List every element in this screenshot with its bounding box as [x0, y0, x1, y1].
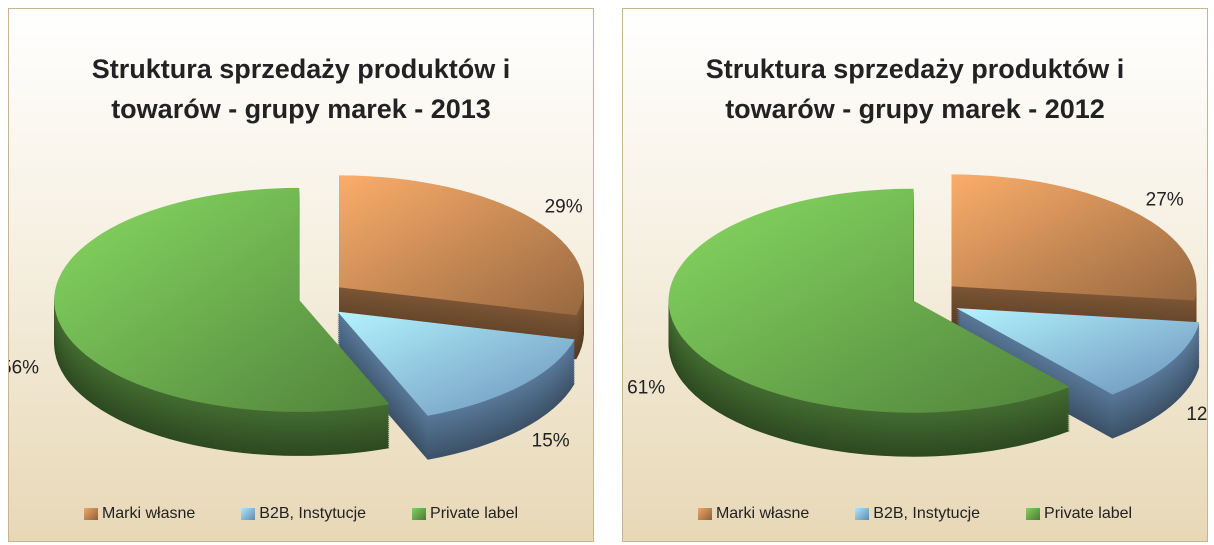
data-label: 56% — [9, 357, 39, 378]
data-label: 27% — [1146, 190, 1184, 211]
legend-item: Marki własne — [83, 505, 196, 523]
legend-item: Marki własne — [697, 505, 810, 523]
legend-label: Private label — [1044, 505, 1133, 522]
legend-swatch — [697, 508, 712, 520]
legend-swatch — [855, 508, 870, 520]
legend: Marki własne B2B, Instytucje Private label — [623, 505, 1207, 523]
legend: Marki własne B2B, Instytucje Private label — [9, 505, 593, 523]
pie-slice — [951, 174, 1197, 301]
pie-slice — [668, 188, 1070, 413]
data-label: 12% — [1186, 404, 1207, 425]
chart-title: Struktura sprzedaży produktów i towarów … — [705, 54, 1125, 124]
pie-chart: 27% 12% 61% — [627, 174, 1207, 457]
data-label: 61% — [627, 378, 665, 399]
legend-swatch — [412, 508, 427, 520]
data-label: 29% — [545, 197, 583, 218]
legend-label: Private label — [430, 505, 519, 522]
legend-label: B2B, Instytucje — [259, 505, 367, 522]
chart-panel: Struktura sprzedaży produktów i towarów … — [8, 8, 594, 542]
pie-slice — [956, 308, 1200, 395]
pie-slice — [337, 311, 575, 416]
pie-chart: 29% 15% 56% — [9, 175, 585, 460]
pie-slice — [339, 175, 585, 316]
legend-swatch — [83, 508, 98, 520]
legend-label: Marki własne — [715, 505, 810, 522]
legend-swatch — [1026, 508, 1041, 520]
legend-item: Private label — [412, 505, 518, 523]
legend-item: B2B, Instytucje — [241, 505, 366, 523]
legend-item: B2B, Instytucje — [855, 505, 980, 523]
legend-label: Marki własne — [101, 505, 196, 522]
pie-slice — [54, 187, 390, 412]
chart-panel: Struktura sprzedaży produktów i towarów … — [622, 8, 1208, 542]
legend-swatch — [241, 508, 256, 520]
legend-item: Private label — [1026, 505, 1132, 523]
data-label: 15% — [532, 430, 570, 451]
chart-title: Struktura sprzedaży produktów i towarów … — [91, 54, 511, 124]
legend-label: B2B, Instytucje — [873, 505, 981, 522]
